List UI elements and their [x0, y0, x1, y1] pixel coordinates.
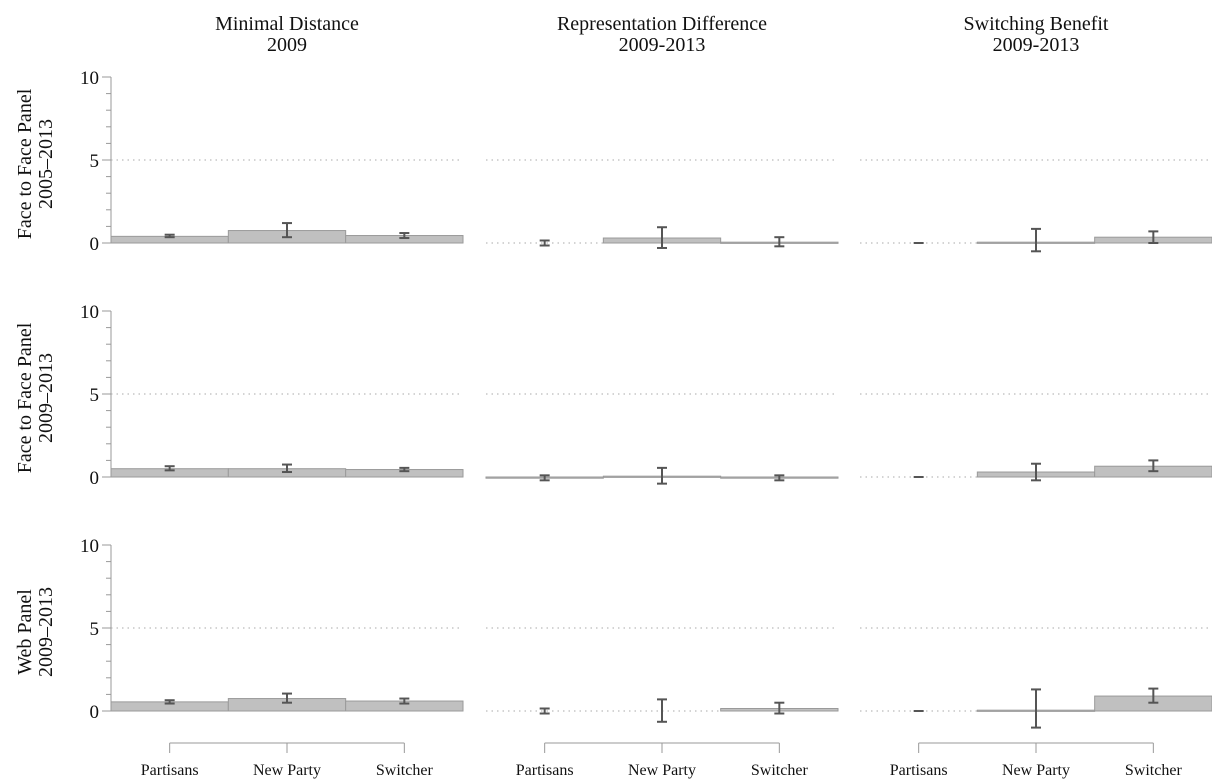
x-tick-label-1-0: Partisans: [516, 762, 574, 779]
y-tick-label-1-0: 0: [90, 468, 100, 489]
y-tick-label-0-10: 10: [80, 68, 99, 89]
x-tick-label-2-2: Switcher: [1125, 762, 1183, 779]
row-label-0-line-1: 2005–2013: [35, 119, 57, 209]
column-title-1-line-1: 2009-2013: [619, 34, 706, 56]
y-tick-label-2-0: 0: [90, 702, 100, 723]
row-label-2-line-0: Web Panel: [14, 589, 36, 675]
x-tick-label-1-2: Switcher: [751, 762, 809, 779]
y-tick-label-2-5: 5: [90, 619, 100, 640]
column-title-2-line-0: Switching Benefit: [964, 13, 1109, 35]
x-tick-label-0-1: New Party: [253, 762, 321, 779]
x-tick-label-0-2: Switcher: [376, 762, 434, 779]
column-title-1-line-0: Representation Difference: [557, 13, 767, 35]
x-tick-label-1-1: New Party: [628, 762, 696, 779]
y-tick-label-1-5: 5: [90, 385, 100, 406]
row-label-2-line-1: 2009–2013: [35, 587, 57, 677]
row-label-1-line-0: Face to Face Panel: [14, 322, 36, 473]
column-title-2-line-1: 2009-2013: [993, 34, 1080, 56]
y-tick-label-2-10: 10: [80, 536, 99, 557]
row-label-0-line-0: Face to Face Panel: [14, 88, 36, 239]
x-tick-label-2-1: New Party: [1002, 762, 1070, 779]
x-tick-label-2-0: Partisans: [890, 762, 948, 779]
row-label-1-line-1: 2009–2013: [35, 353, 57, 443]
column-title-0-line-0: Minimal Distance: [215, 13, 359, 35]
y-tick-label-1-10: 10: [80, 302, 99, 323]
x-tick-label-0-0: Partisans: [141, 762, 199, 779]
y-tick-label-0-0: 0: [90, 234, 100, 255]
y-tick-label-0-5: 5: [90, 151, 100, 172]
column-title-0-line-1: 2009: [267, 34, 307, 56]
